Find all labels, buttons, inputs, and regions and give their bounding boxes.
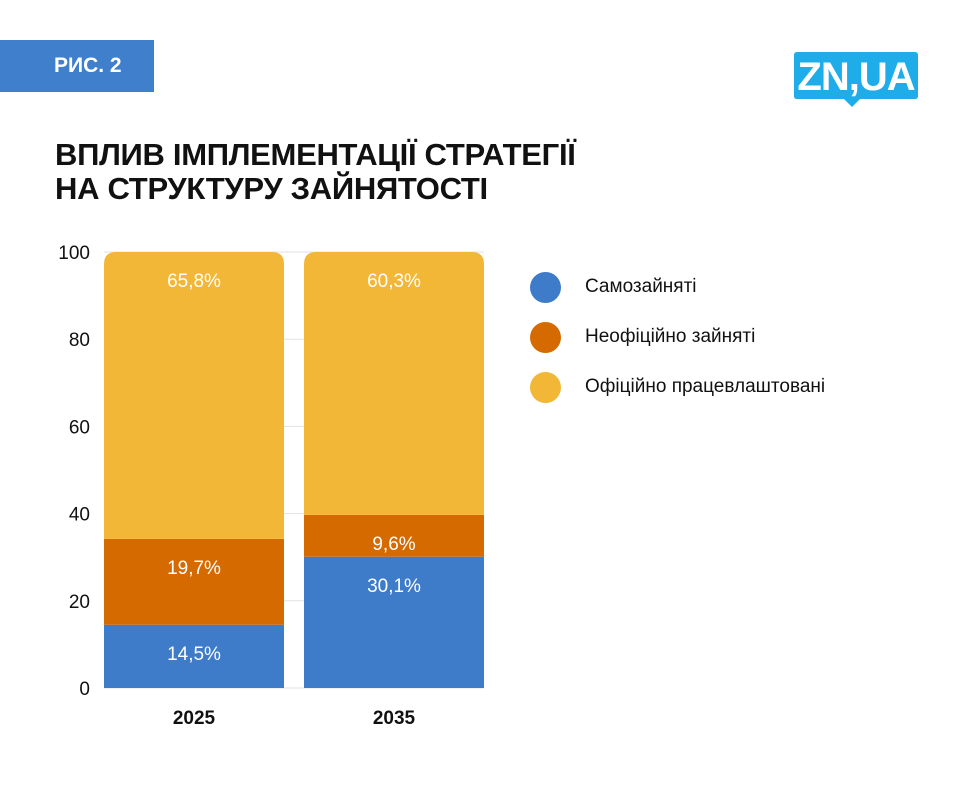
y-tick-label: 80 bbox=[69, 330, 90, 351]
figure-label: РИС. 2 bbox=[0, 40, 154, 92]
legend-swatch bbox=[530, 321, 561, 353]
data-label: 65,8% bbox=[167, 271, 221, 292]
legend-label: Самозайняті bbox=[585, 276, 697, 297]
title-line-2: НА СТРУКТУРУ ЗАЙНЯТОСТІ bbox=[55, 171, 488, 206]
chart-title: ВПЛИВ ІМПЛЕМЕНТАЦІЇ СТРАТЕГІЇ НА СТРУКТУ… bbox=[55, 138, 576, 206]
bar-segment bbox=[104, 538, 284, 625]
legend-swatch bbox=[530, 371, 561, 403]
bar-segment bbox=[304, 556, 484, 688]
data-label: 14,5% bbox=[167, 644, 221, 665]
y-tick-label: 60 bbox=[69, 417, 90, 438]
title-line-1: ВПЛИВ ІМПЛЕМЕНТАЦІЇ СТРАТЕГІЇ bbox=[55, 137, 576, 172]
legend-item-informal: Неофіційно зайняті bbox=[530, 312, 825, 362]
x-tick-label: 2025 bbox=[173, 708, 216, 729]
zn-ua-logo: ZN,UA bbox=[794, 52, 918, 107]
data-label: 30,1% bbox=[367, 576, 421, 597]
svg-text:ZN,UA: ZN,UA bbox=[797, 55, 914, 99]
legend-label: Неофіційно зайняті bbox=[585, 326, 756, 347]
legend-swatch bbox=[530, 271, 561, 303]
bar-segment bbox=[304, 514, 484, 557]
y-tick-label: 0 bbox=[79, 679, 90, 700]
bar-segment bbox=[104, 624, 284, 688]
legend: Самозайняті Неофіційно зайняті Офіційно … bbox=[530, 262, 825, 412]
legend-item-self-employed: Самозайняті bbox=[530, 262, 825, 312]
data-label: 60,3% bbox=[367, 271, 421, 292]
data-label: 9,6% bbox=[372, 534, 415, 555]
y-tick-label: 40 bbox=[69, 505, 90, 526]
y-tick-label: 20 bbox=[69, 592, 90, 613]
bar-segment bbox=[304, 252, 484, 515]
legend-label: Офіційно працевлаштовані bbox=[585, 376, 826, 397]
legend-item-formal: Офіційно працевлаштовані bbox=[530, 362, 825, 412]
y-tick-label: 100 bbox=[58, 243, 90, 264]
data-label: 19,7% bbox=[167, 558, 221, 579]
x-tick-label: 2035 bbox=[373, 708, 416, 729]
bar-segment bbox=[104, 252, 284, 539]
